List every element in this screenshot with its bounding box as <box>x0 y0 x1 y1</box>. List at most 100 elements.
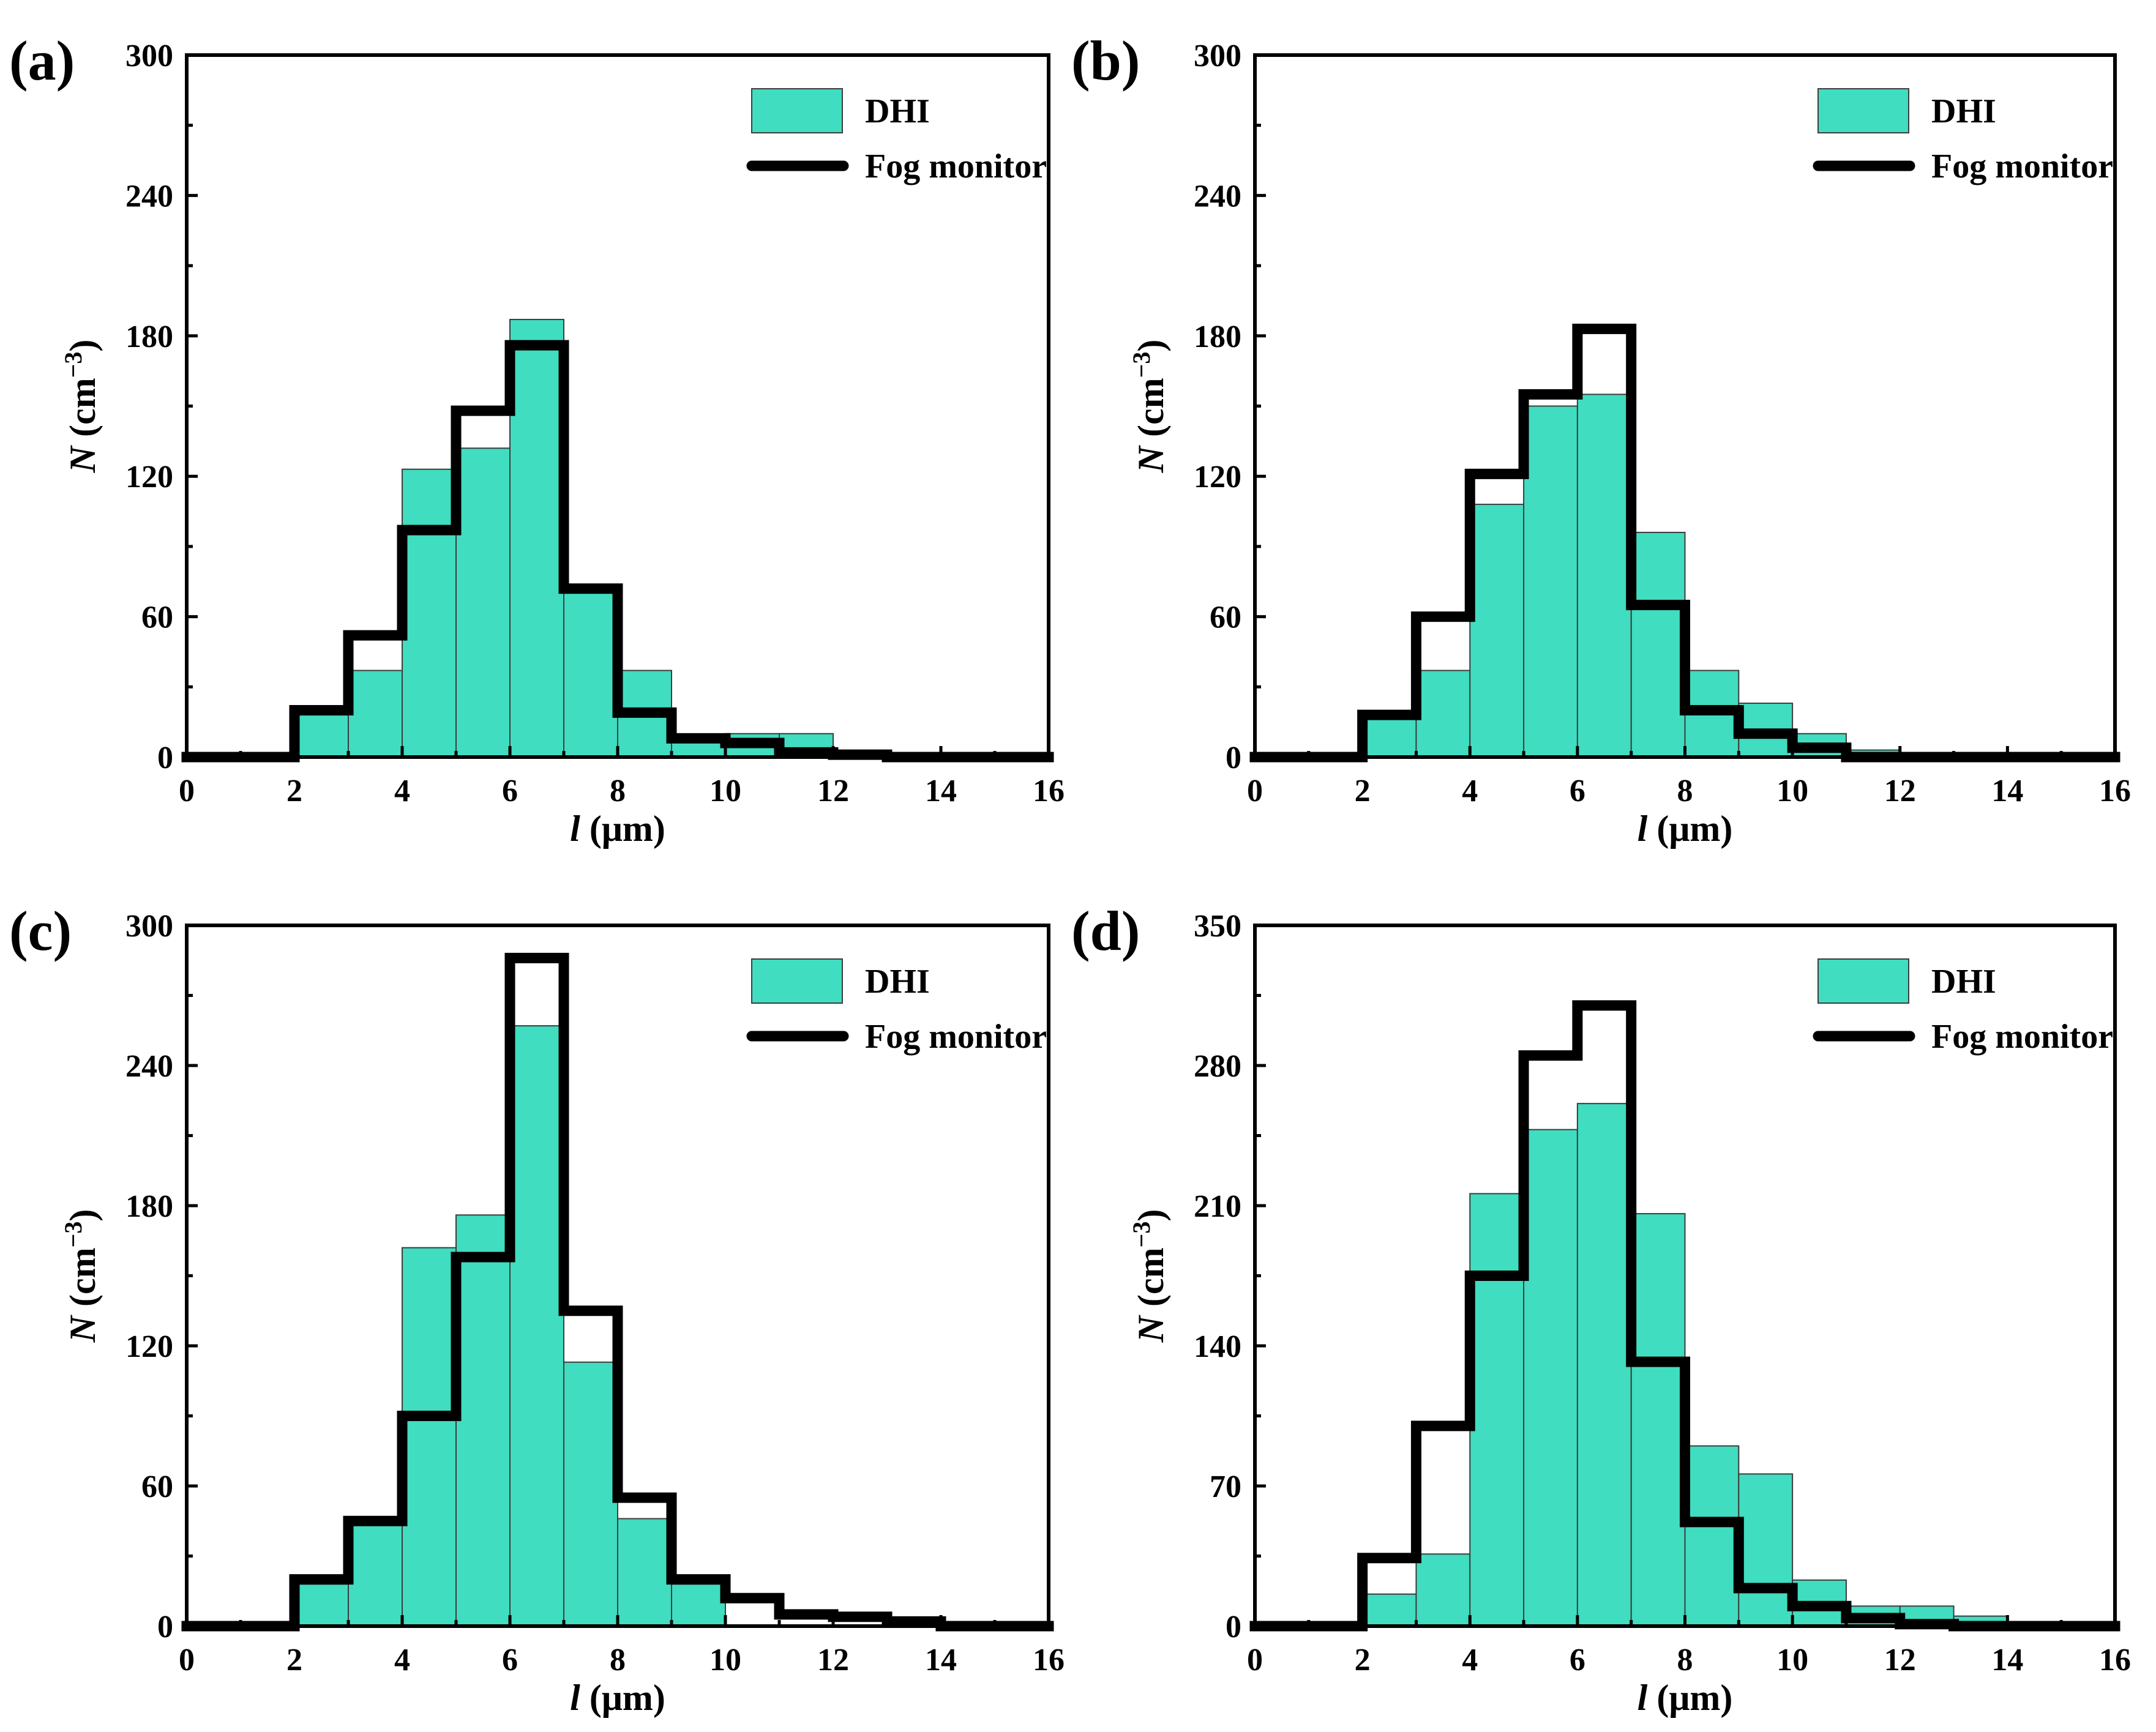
dhi-bar <box>1469 504 1525 758</box>
x-tick-label: 8 <box>610 1643 626 1678</box>
dhi-bar <box>617 1518 672 1627</box>
dhi-bar <box>294 1583 349 1627</box>
x-tick-label: 4 <box>394 1643 410 1678</box>
y-tick-label: 0 <box>157 741 173 775</box>
x-tick-label: 8 <box>610 774 626 808</box>
x-tick-label: 8 <box>1677 1643 1693 1678</box>
dhi-bar <box>402 1247 457 1627</box>
dhi-bar <box>455 1214 511 1627</box>
y-axis-unit: (cm <box>62 378 103 446</box>
dhi-bar <box>1415 670 1471 758</box>
y-axis-unit: (cm <box>62 1247 103 1316</box>
panel-c: 0 2 4 6 8 10 12 14 16 0 60 120 180 240 300 l (μm) N (cm−… <box>9 900 1065 1718</box>
x-tick-label: 6 <box>502 774 518 808</box>
y-tick-label: 180 <box>1194 319 1241 354</box>
x-axis-var: l <box>570 808 580 849</box>
dhi-bar <box>671 1583 726 1627</box>
x-tick-label: 6 <box>1570 1643 1585 1678</box>
dhi-bar <box>348 670 403 758</box>
legend-dhi-swatch <box>1817 958 1909 1004</box>
x-tick-label: 2 <box>1355 774 1371 808</box>
x-tick-label: 14 <box>925 1643 957 1678</box>
y-tick-label: 60 <box>141 600 173 635</box>
legend-fog-label: Fog monitor <box>1931 147 2113 185</box>
x-tick-label: 16 <box>2099 774 2131 808</box>
x-axis-var: l <box>1638 1678 1648 1718</box>
x-tick-label: 12 <box>1884 1643 1916 1678</box>
legend-fog-label: Fog monitor <box>1931 1018 2113 1056</box>
x-tick-label: 4 <box>1462 1643 1478 1678</box>
x-axis-var: l <box>1638 808 1648 849</box>
x-tick-label: 0 <box>1247 774 1263 808</box>
y-axis-close: ) <box>1131 340 1171 352</box>
x-tick-label: 14 <box>1991 774 2023 808</box>
x-tick-label: 10 <box>1776 1643 1808 1678</box>
y-tick-label: 120 <box>1194 460 1241 495</box>
y-tick-label: 210 <box>1194 1189 1241 1224</box>
x-tick-label: 10 <box>1776 774 1808 808</box>
x-tick-label: 12 <box>1884 774 1916 808</box>
y-tick-label: 120 <box>125 460 173 495</box>
y-axis-exponent: −3 <box>59 352 87 378</box>
y-axis-close: ) <box>62 1209 103 1222</box>
y-axis-title: N (cm−3) <box>1128 340 1172 474</box>
legend-dhi-swatch <box>1817 88 1909 133</box>
dhi-bar <box>402 468 457 758</box>
y-tick-label: 60 <box>141 1469 173 1504</box>
dhi-bar <box>348 1520 403 1627</box>
dhi-bar <box>294 714 349 758</box>
y-tick-label: 300 <box>125 39 173 73</box>
x-tick-label: 0 <box>179 774 195 808</box>
y-axis-title: N (cm−3) <box>59 340 103 474</box>
y-axis-unit: (cm <box>1131 1247 1171 1316</box>
x-axis-unit: (μm) <box>580 1678 665 1718</box>
x-tick-label: 0 <box>1247 1643 1263 1678</box>
panel-d: 0 2 4 6 8 10 12 14 16 0 70 140 210 280 350 l (μm) N (cm−… <box>1071 900 2131 1718</box>
dhi-bar <box>1684 1445 1740 1627</box>
y-tick-label: 0 <box>1226 1610 1241 1644</box>
legend-fog-label: Fog monitor <box>865 147 1047 185</box>
y-axis-title: N (cm−3) <box>59 1209 103 1343</box>
legend-dhi-label: DHI <box>865 92 930 130</box>
legend-fog-label: Fog monitor <box>865 1018 1047 1056</box>
y-tick-label: 60 <box>1210 600 1241 635</box>
x-tick-label: 14 <box>925 774 957 808</box>
fog-monitor-line <box>181 952 1054 1632</box>
dhi-bar <box>1523 1129 1578 1627</box>
dhi-bar <box>1738 1473 1794 1627</box>
legend-dhi-swatch <box>751 958 843 1004</box>
legend-dhi-label: DHI <box>1931 92 1996 130</box>
y-axis-title: N (cm−3) <box>1128 1209 1172 1343</box>
y-tick-label: 0 <box>157 1610 173 1644</box>
x-tick-label: 2 <box>286 1643 302 1678</box>
dhi-bar <box>1630 531 1686 758</box>
y-tick-label: 280 <box>1194 1049 1241 1084</box>
dhi-bar <box>563 1361 618 1627</box>
dhi-bar <box>1576 394 1632 758</box>
dhi-bar <box>509 1025 564 1627</box>
x-axis-unit: (μm) <box>1647 808 1732 849</box>
panel-label: (a) <box>9 29 75 92</box>
dhi-bar <box>563 585 618 758</box>
x-tick-label: 14 <box>1991 1643 2023 1678</box>
legend-dhi-swatch <box>751 88 843 133</box>
dhi-bar <box>1469 1193 1525 1627</box>
y-axis-exponent: −3 <box>59 1222 87 1248</box>
x-tick-label: 16 <box>1033 774 1065 808</box>
y-tick-label: 300 <box>1194 39 1241 73</box>
y-tick-label: 240 <box>125 179 173 214</box>
x-tick-label: 12 <box>817 774 849 808</box>
y-tick-label: 180 <box>125 1189 173 1224</box>
dhi-bar <box>509 319 564 758</box>
x-tick-label: 12 <box>817 1643 849 1678</box>
y-tick-label: 300 <box>125 909 173 944</box>
y-tick-label: 350 <box>1194 909 1241 944</box>
dhi-bar <box>1630 1213 1686 1627</box>
y-axis-var: N <box>62 1314 103 1343</box>
y-tick-label: 70 <box>1210 1469 1241 1504</box>
x-tick-label: 6 <box>502 1643 518 1678</box>
x-axis-title: l (μm) <box>570 1678 665 1718</box>
fog-monitor-line <box>181 340 1054 763</box>
x-axis-unit: (μm) <box>1647 1678 1732 1718</box>
y-tick-label: 180 <box>125 319 173 354</box>
